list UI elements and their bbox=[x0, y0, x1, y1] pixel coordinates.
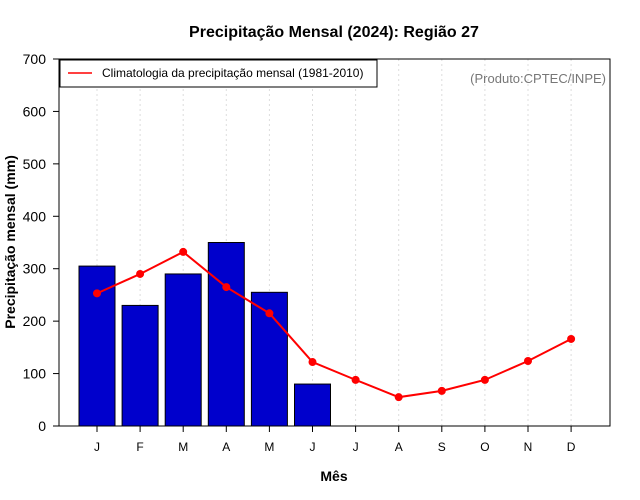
credit-text: (Produto:CPTEC/INPE) bbox=[470, 71, 606, 86]
climatology-line bbox=[93, 247, 576, 402]
x-tick-label: F bbox=[136, 440, 143, 454]
x-tick-label: S bbox=[438, 440, 446, 454]
y-tick-label: 300 bbox=[23, 261, 47, 277]
bar bbox=[294, 383, 331, 427]
climatology-point bbox=[437, 386, 446, 395]
x-tick-label: A bbox=[222, 440, 230, 454]
climatology-point bbox=[567, 334, 576, 343]
climatology-point bbox=[222, 283, 231, 292]
x-tick-label: J bbox=[94, 440, 100, 454]
climatology-point bbox=[480, 375, 489, 384]
y-axis-title: Precipitação mensal (mm) bbox=[2, 155, 18, 329]
climatology-point bbox=[351, 375, 360, 384]
y-axis: 0 100 200 300 400 500 600 700 bbox=[23, 51, 59, 434]
x-tick-label: D bbox=[567, 440, 576, 454]
climatology-point bbox=[136, 269, 145, 278]
climatology-point bbox=[394, 393, 403, 402]
climatology-polyline bbox=[96, 250, 572, 399]
x-tick-label: J bbox=[353, 440, 359, 454]
bar bbox=[121, 304, 159, 427]
y-tick-label: 500 bbox=[23, 156, 47, 172]
plot-frame bbox=[58, 58, 611, 427]
climatology-point bbox=[308, 358, 317, 367]
legend: Climatologia da precipitação mensal (198… bbox=[59, 59, 378, 88]
bars bbox=[78, 242, 331, 427]
legend-entry: Climatologia da precipitação mensal (198… bbox=[102, 66, 363, 80]
climatology-point bbox=[179, 247, 188, 256]
x-tick-label: A bbox=[395, 440, 403, 454]
y-tick-label: 100 bbox=[23, 366, 47, 382]
y-tick-label: 200 bbox=[23, 313, 47, 329]
legend-box bbox=[59, 59, 378, 88]
bar bbox=[207, 242, 245, 427]
y-tick-label: 600 bbox=[23, 103, 47, 119]
x-tick-label: N bbox=[524, 440, 533, 454]
y-tick-label: 0 bbox=[38, 418, 46, 434]
climatology-point bbox=[524, 356, 532, 365]
x-tick-label: J bbox=[310, 440, 316, 454]
y-tick-label: 700 bbox=[23, 51, 47, 67]
x-tick-label: M bbox=[178, 440, 188, 454]
y-tick-label: 400 bbox=[23, 208, 47, 224]
x-tick-label: O bbox=[480, 440, 489, 454]
chart-title: Precipitação Mensal (2024): Região 27 bbox=[189, 24, 479, 41]
climatology-point bbox=[265, 309, 274, 318]
climatology-point bbox=[93, 289, 101, 298]
x-axis-title: Mês bbox=[320, 468, 347, 484]
bar bbox=[164, 273, 202, 427]
x-tick-label: M bbox=[264, 440, 274, 454]
